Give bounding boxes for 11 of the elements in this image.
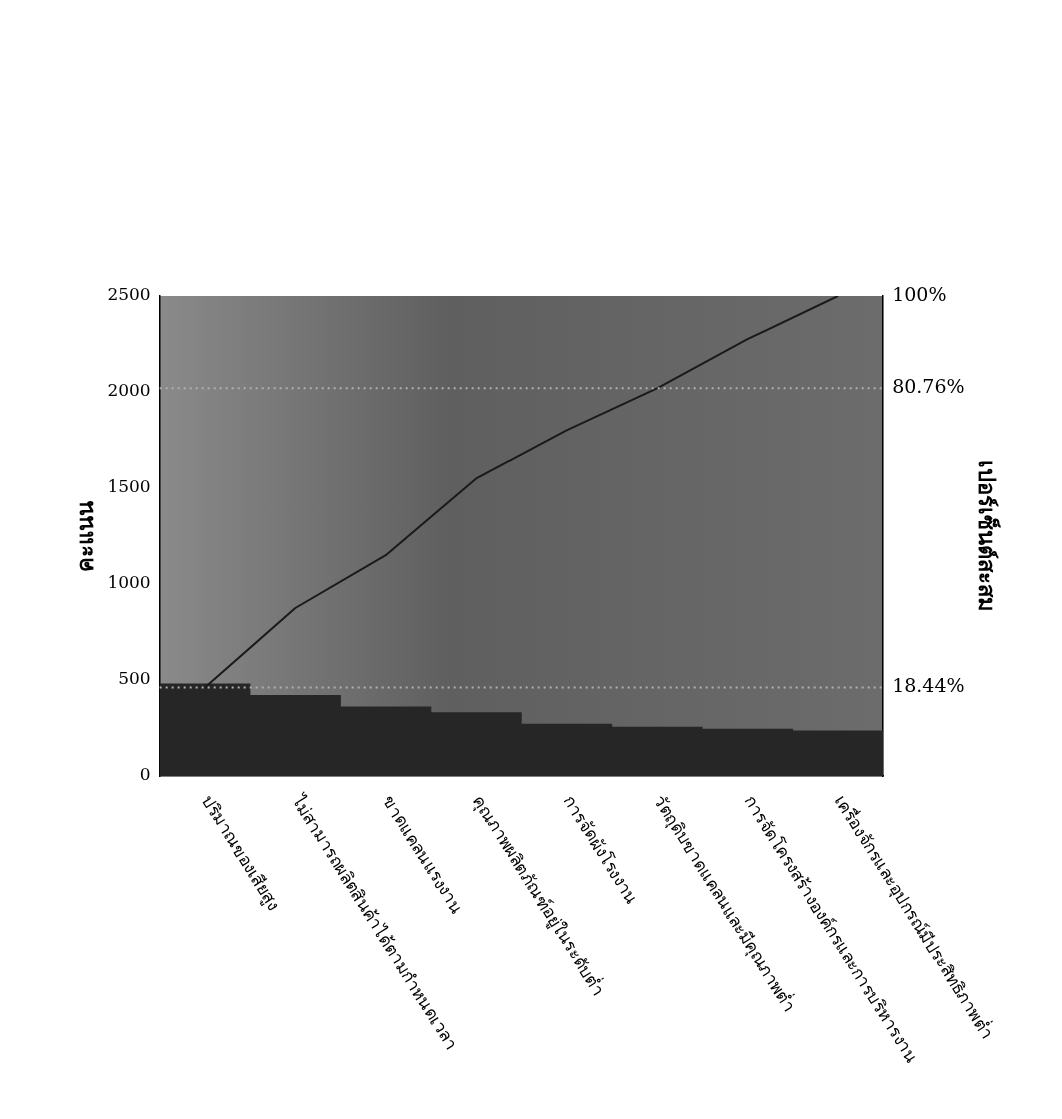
y-axis-title: คะแนน (71, 500, 98, 572)
y-tick-label: 2000 (107, 380, 151, 401)
y2-axis-title: เปอร์เซ็นต์สะสม (974, 460, 1002, 612)
y-tick-label: 0 (139, 764, 151, 785)
y-tick-label: 500 (118, 668, 151, 689)
y2-tick-label: 18.44% (892, 674, 965, 697)
y2-tick-label: 80.76% (892, 375, 965, 398)
y2-tick-label: 100% (892, 282, 947, 305)
y-tick-label: 2500 (107, 284, 151, 305)
y-tick-label: 1500 (107, 476, 151, 497)
y-tick-label: 1000 (107, 572, 151, 593)
